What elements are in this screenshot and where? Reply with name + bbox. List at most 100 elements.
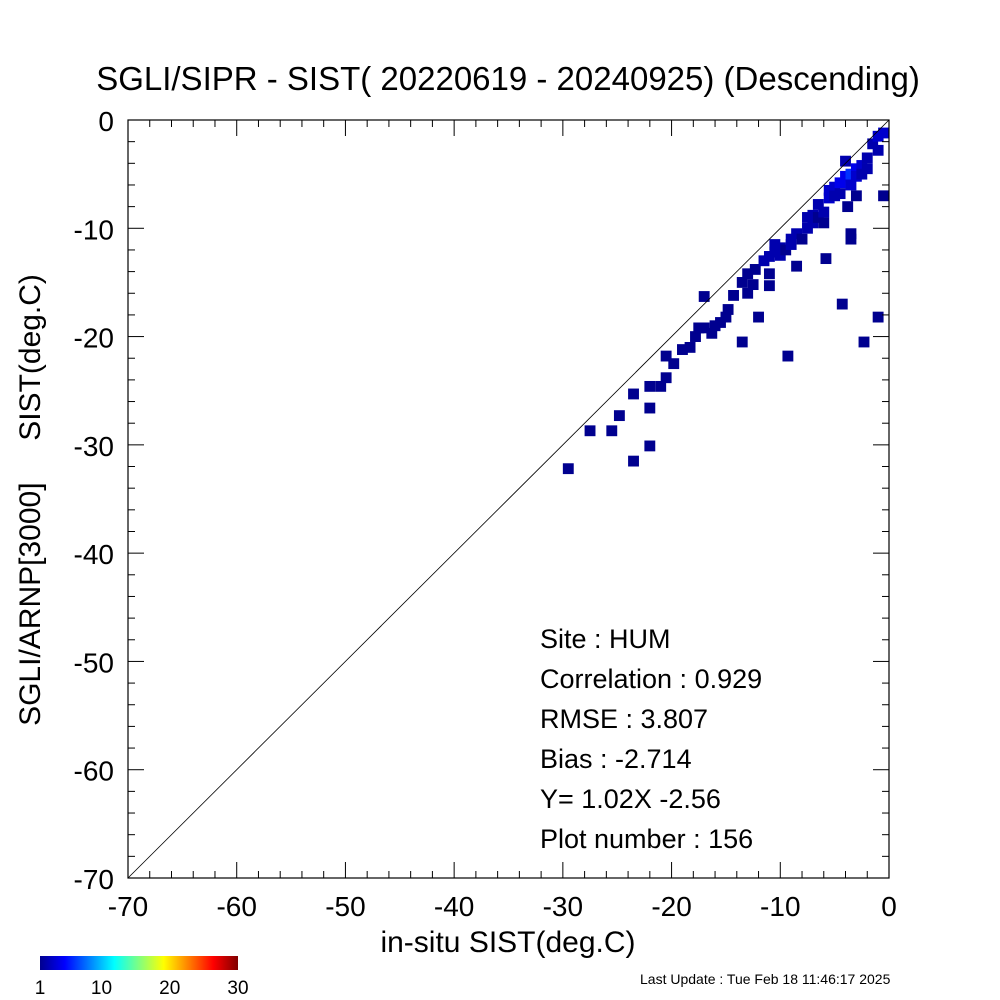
density-cell [628,455,639,467]
colorbar-tick-label: 30 [227,978,248,999]
density-cell [749,264,761,275]
density-cell [660,350,672,362]
density-cell [812,199,824,210]
last-update-text: Last Update : Tue Feb 18 11:46:17 2025 [640,971,891,987]
density-cell [872,311,884,323]
y-tick-label: -40 [74,539,114,570]
density-cell [861,152,873,164]
density-cell [842,201,854,213]
density-cell [872,130,884,142]
density-cell [655,380,667,392]
density-cell [728,290,739,301]
chart-title: SGLI/SIPR - SIST( 20220619 - 20240925) (… [96,60,920,97]
density-cell [584,425,596,437]
density-cell [736,277,748,288]
axis-tick-labels: -70 -60 -50 -40 -30 -20 -10 0 -70 -60 -50 -40 -30 -20… [74,106,897,922]
y-tick-label: 0 [98,106,114,137]
stat-plot-number: Plot number : 156 [540,824,753,854]
colorbar-tick-label: 20 [159,978,180,999]
x-tick-label: -50 [325,891,365,922]
density-cell [644,440,656,452]
density-cell [834,177,846,189]
x-tick-label: 0 [881,891,897,922]
x-tick-label: -40 [434,891,474,922]
y-tick-label: -20 [74,323,114,354]
density-cell [753,311,764,323]
density-cell [858,336,870,348]
density-cell [818,206,830,218]
density-cell [758,255,770,267]
density-cell [845,179,857,191]
density-cell [698,291,710,302]
density-cell [562,463,574,475]
y-tick-label: -60 [74,756,114,787]
x-tick-label: -30 [543,891,583,922]
density-cell [867,138,879,150]
one-to-one-line [127,119,890,879]
density-cell [628,388,639,400]
density-cell [763,280,775,292]
density-cell [722,304,734,315]
density-cell [774,242,786,254]
density-cell [845,233,857,245]
density-cell [802,212,813,223]
axis-ticks [127,119,890,879]
plot-frame [127,119,890,879]
density-cell [706,327,718,339]
density-cell [818,217,830,229]
density-cell [782,350,794,362]
density-cell [736,336,748,348]
stat-correlation: Correlation : 0.929 [540,664,762,694]
density-cell [878,127,889,139]
x-tick-label: -10 [760,891,800,922]
stat-bias: Bias : -2.714 [540,744,692,774]
density-cell [660,372,672,384]
density-cell [668,358,680,370]
density-cell [763,268,775,280]
density-cell [774,249,786,261]
colorbar-tick-labels: 1 10 20 30 [35,978,249,999]
density-cell [820,253,832,265]
density-cell [684,341,696,353]
density-cell [644,380,656,392]
x-tick-label: -20 [651,891,691,922]
density-cell [791,260,803,272]
density-cell [698,322,710,334]
density-cell [834,188,846,200]
y-tick-label: -70 [74,864,114,895]
density-cell [850,190,862,202]
x-axis-label: in-situ SIST(deg.C) [380,926,635,959]
density-cell [829,190,841,202]
colorbar [40,956,238,970]
density-cell [872,144,884,156]
stat-rmse: RMSE : 3.807 [540,704,708,734]
density-cell [845,168,857,180]
x-tick-label: -60 [216,891,256,922]
y-tick-label: -50 [74,647,114,678]
colorbar-tick-label: 1 [35,978,46,999]
density-cell [840,155,851,167]
statistics-panel: Site : HUM Correlation : 0.929 RMSE : 3.… [540,624,762,854]
density-cell [613,410,625,422]
density-cell [785,239,797,250]
x-tick-label: -70 [108,891,148,922]
density-cell [677,344,688,355]
density-cell [715,317,726,328]
density-cell [836,298,848,310]
density-cell [644,402,656,414]
density-cell [720,311,732,323]
density-cell [829,181,841,193]
density-cell [796,233,808,245]
y-axis-label: SGLI/ARNP[3000] SIST(deg.C) [14,274,47,726]
density-cell [606,425,618,437]
stat-site: Site : HUM [540,624,671,654]
density-cell [802,222,813,234]
density-cell [742,268,754,280]
density-cell [690,331,701,342]
stat-fit: Y= 1.02X -2.56 [540,784,721,814]
density-cell [861,163,873,175]
density-cell [742,287,754,299]
density-cells [562,127,889,475]
density-cell [878,190,889,202]
